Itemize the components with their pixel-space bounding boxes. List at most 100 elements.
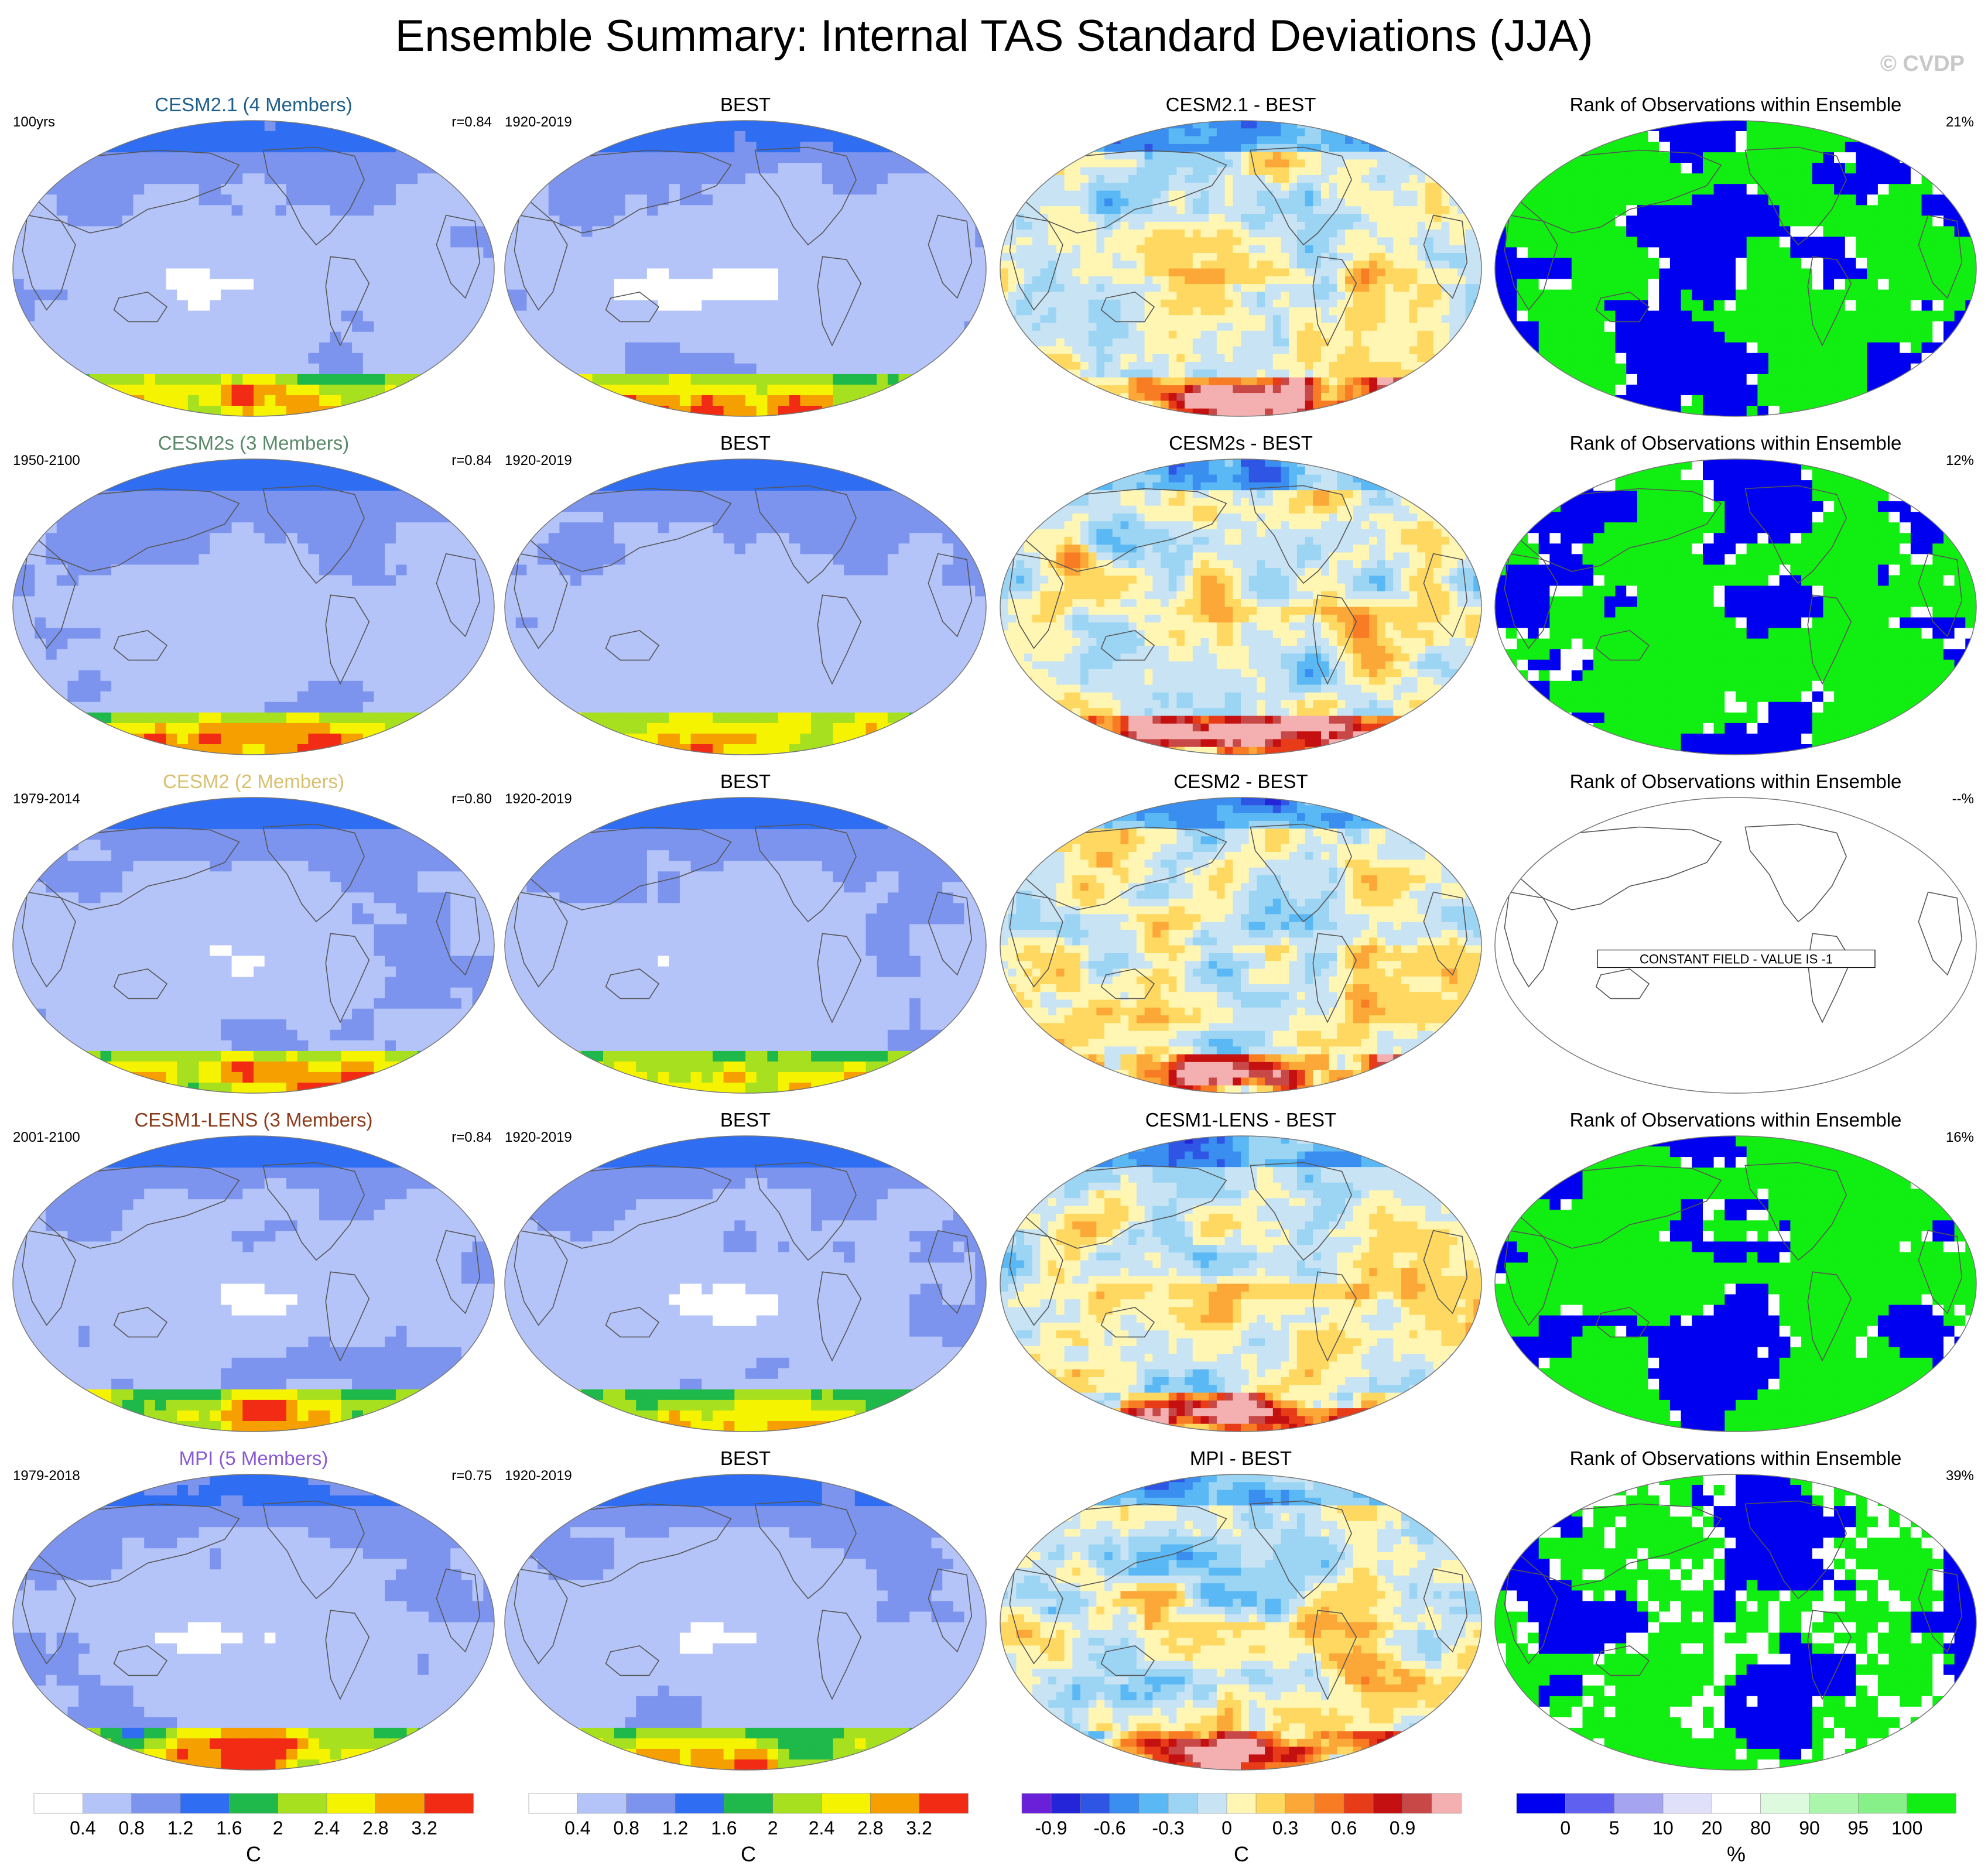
field-cell — [46, 300, 57, 311]
field-cell — [625, 152, 637, 163]
field-cell — [275, 342, 287, 354]
field-cell — [822, 258, 834, 269]
field-cell — [1120, 167, 1129, 176]
field-cell — [1433, 175, 1442, 183]
field-cell — [1393, 385, 1402, 393]
field-cell — [734, 163, 746, 174]
field-cell — [1465, 245, 1474, 254]
field-cell — [177, 331, 189, 343]
field-cell — [1329, 167, 1337, 176]
field-cell — [822, 131, 834, 142]
field-cell — [1024, 369, 1033, 378]
field-cell — [789, 406, 800, 416]
field-cell — [199, 152, 210, 163]
field-cell — [636, 142, 648, 153]
field-cell — [822, 300, 834, 311]
field-cell — [702, 321, 713, 333]
field-cell — [199, 142, 210, 153]
field-cell — [538, 268, 549, 280]
field-cell — [1272, 385, 1282, 393]
field-cell — [1104, 369, 1113, 378]
field-cell — [1096, 292, 1105, 300]
field-cell — [286, 163, 298, 174]
field-cell — [341, 321, 353, 333]
field-cell — [1353, 315, 1362, 324]
field-cell — [177, 184, 189, 195]
field-cell — [1233, 261, 1241, 269]
field-cell — [1353, 252, 1362, 261]
field-cell — [330, 142, 342, 153]
field-cell — [953, 121, 965, 132]
field-cell — [975, 395, 986, 406]
field-cell — [1233, 408, 1241, 416]
field-cell — [1393, 206, 1402, 215]
field-cell — [1409, 400, 1418, 409]
field-cell — [319, 342, 331, 354]
field-cell — [1136, 268, 1145, 277]
field-cell — [1321, 315, 1330, 324]
field-cell — [1449, 183, 1458, 191]
field-cell — [111, 194, 123, 206]
field-cell — [548, 258, 560, 269]
field-cell — [964, 406, 976, 416]
field-cell — [1377, 299, 1386, 308]
field-cell — [1281, 354, 1289, 362]
field-cell — [1281, 167, 1289, 176]
field-cell — [23, 374, 35, 385]
field-cell — [614, 226, 626, 237]
field-cell — [1353, 198, 1362, 207]
field-cell — [1112, 354, 1121, 362]
field-cell — [1209, 393, 1217, 401]
field-cell — [1281, 175, 1289, 183]
field-cell — [1369, 276, 1378, 285]
field-cell — [56, 247, 68, 258]
field-cell — [1008, 152, 1017, 160]
field-cell — [210, 163, 221, 174]
field-cell — [1241, 206, 1250, 215]
field-cell — [341, 194, 353, 206]
field-cell — [1072, 385, 1081, 393]
field-cell — [1120, 354, 1129, 362]
field-cell — [515, 395, 527, 406]
field-cell — [756, 184, 768, 195]
field-cell — [67, 173, 79, 184]
field-cell — [418, 247, 429, 258]
field-cell — [1393, 292, 1402, 300]
field-cell — [1161, 338, 1169, 347]
field-cell — [1401, 276, 1410, 285]
field-cell — [1072, 354, 1081, 362]
field-cell — [1128, 121, 1137, 129]
field-cell — [877, 321, 888, 333]
field-cell — [854, 384, 867, 396]
field-cell — [297, 131, 309, 142]
field-cell — [1449, 237, 1458, 246]
field-cell — [614, 247, 626, 258]
field-cell — [1345, 315, 1354, 324]
field-cell — [199, 289, 210, 301]
field-cell — [1377, 121, 1386, 129]
field-cell — [1000, 261, 1009, 269]
field-cell — [1473, 143, 1481, 152]
field-cell — [909, 395, 921, 406]
field-cell — [1112, 167, 1121, 176]
field-cell — [275, 374, 287, 385]
field-cell — [78, 268, 90, 280]
field-cell — [187, 194, 200, 206]
field-cell — [1549, 121, 1561, 132]
field-cell — [1241, 284, 1250, 292]
field-cell — [1296, 307, 1306, 316]
field-cell — [1449, 136, 1458, 145]
field-cell — [1433, 198, 1442, 207]
field-cell — [800, 258, 812, 269]
field-cell — [1289, 183, 1298, 191]
field-cell — [581, 237, 593, 248]
field-cell — [1465, 175, 1474, 183]
field-cell — [723, 310, 735, 322]
field-cell — [636, 374, 648, 385]
field-cell — [100, 279, 112, 290]
field-cell — [1449, 354, 1458, 362]
field-cell — [1088, 221, 1097, 230]
field-cell — [210, 121, 221, 132]
field-cell — [942, 121, 954, 132]
field-cell — [1449, 175, 1458, 183]
